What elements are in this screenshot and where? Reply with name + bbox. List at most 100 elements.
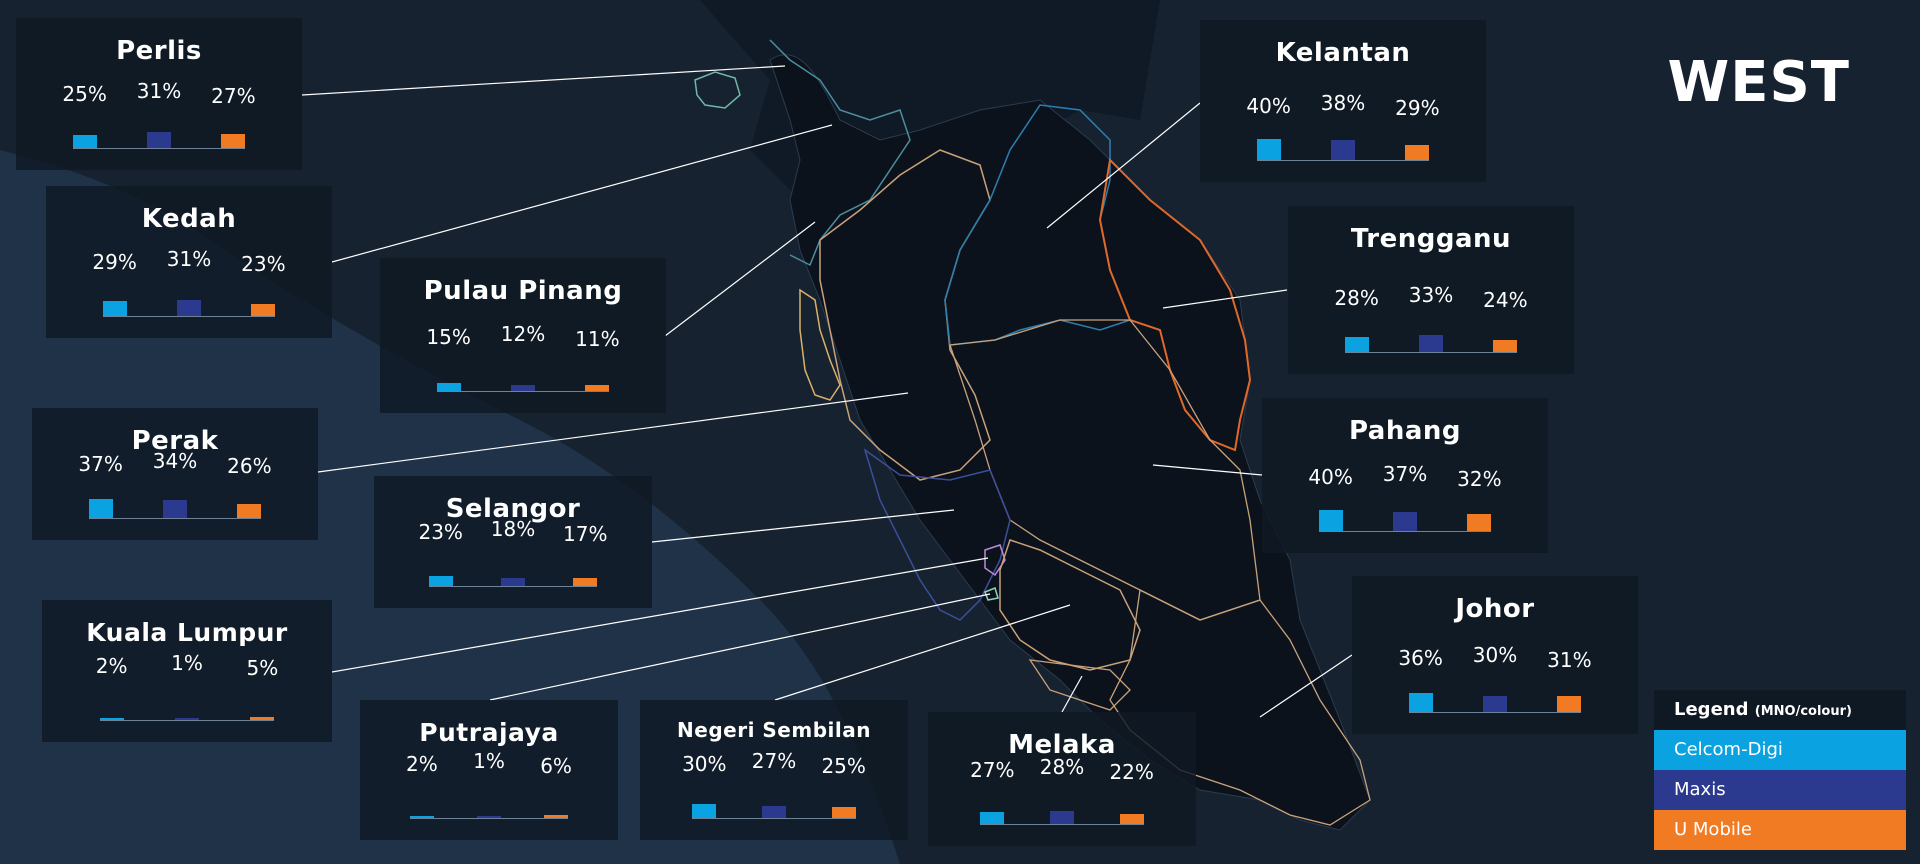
- bar-u-mobile: [1119, 813, 1144, 824]
- pct-label-maxis: 18%: [490, 517, 536, 541]
- state-card-johor: Johor 36% 30% 31%: [1352, 576, 1638, 734]
- legend: Legend (MNO/colour) Celcom-Digi Maxis U …: [1654, 690, 1906, 850]
- state-card-perlis: Perlis 25% 31% 27%: [16, 18, 302, 170]
- leader-line-pahang: [1152, 464, 1263, 476]
- perlis-island-boundary: [694, 71, 741, 109]
- pct-label-celcom-digi: 40%: [1308, 465, 1353, 489]
- legend-title: Legend: [1674, 699, 1749, 720]
- leader-line-johor: [1259, 654, 1353, 718]
- legend-item-u-mobile: U Mobile: [1654, 810, 1906, 850]
- pct-label-u-mobile: 11%: [575, 327, 620, 351]
- bar-u-mobile: [1405, 144, 1430, 160]
- state-card-kedah: Kedah 29% 31% 23%: [46, 186, 332, 338]
- bar-u-mobile: [221, 133, 246, 148]
- state-name: Johor: [1455, 594, 1535, 624]
- bar-celcom-digi: [99, 718, 124, 720]
- bar-u-mobile: [251, 304, 276, 316]
- leader-line-selangor: [651, 509, 955, 543]
- bar-u-mobile: [585, 385, 610, 391]
- pct-label-maxis: 1%: [171, 651, 203, 675]
- pct-label-celcom-digi: 2%: [95, 654, 128, 678]
- leader-line-perlis: [301, 65, 786, 96]
- penang-boundary: [799, 288, 841, 401]
- state-name: Kuala Lumpur: [86, 618, 288, 647]
- bar-celcom-digi: [1344, 337, 1369, 352]
- leader-line-negeri-sembilan: [774, 604, 1071, 701]
- bar-baseline: [1408, 712, 1582, 713]
- leader-line-perak: [317, 392, 909, 473]
- bar-baseline: [99, 720, 275, 721]
- bar-u-mobile: [1467, 514, 1492, 531]
- bar-u-mobile: [544, 815, 569, 818]
- pct-label-celcom-digi: 29%: [92, 250, 137, 274]
- pct-label-celcom-digi: 28%: [1334, 286, 1379, 310]
- state-name: Selangor: [445, 494, 581, 524]
- leader-line-kedah: [331, 124, 833, 263]
- pct-label-maxis: 33%: [1408, 283, 1454, 307]
- bar-maxis: [177, 299, 201, 316]
- state-name: Negeri Sembilan: [677, 718, 871, 742]
- state-name: Pahang: [1348, 416, 1462, 446]
- pct-label-celcom-digi: 15%: [426, 325, 471, 349]
- bar-maxis: [762, 805, 786, 818]
- pct-label-maxis: 34%: [152, 449, 198, 473]
- leader-line-kelantan: [1046, 102, 1201, 229]
- region-title: WEST: [1667, 50, 1850, 115]
- pct-label-celcom-digi: 25%: [62, 82, 107, 106]
- bar-baseline: [1256, 160, 1430, 161]
- pct-label-maxis: 1%: [473, 749, 505, 773]
- putrajaya-boundary: [984, 586, 999, 601]
- bar-baseline: [88, 518, 262, 519]
- terengganu-boundary: [1098, 157, 1252, 452]
- pct-label-maxis: 12%: [500, 322, 546, 346]
- bar-baseline: [428, 586, 598, 587]
- bar-u-mobile: [573, 578, 598, 586]
- pct-label-maxis: 31%: [136, 79, 182, 103]
- bar-baseline: [1318, 531, 1492, 532]
- leader-lines: [301, 65, 1353, 718]
- bar-maxis: [477, 816, 501, 818]
- bar-celcom-digi: [1256, 139, 1281, 160]
- bar-maxis: [147, 131, 171, 148]
- bar-celcom-digi: [88, 498, 113, 518]
- state-card-pulau-pinang: Pulau Pinang 15% 12% 11%: [380, 258, 666, 413]
- bar-celcom-digi: [1318, 510, 1343, 531]
- bar-celcom-digi: [436, 383, 461, 391]
- leader-line-melaka: [1061, 675, 1083, 713]
- bar-maxis: [1331, 140, 1355, 160]
- bar-baseline: [980, 824, 1144, 825]
- pct-label-u-mobile: 29%: [1395, 96, 1440, 120]
- pct-label-u-mobile: 23%: [241, 252, 286, 276]
- legend-header: Legend (MNO/colour): [1654, 690, 1906, 730]
- pct-label-celcom-digi: 36%: [1398, 646, 1443, 670]
- johor-boundary: [1109, 589, 1371, 826]
- pct-label-celcom-digi: 30%: [682, 752, 727, 776]
- bar-celcom-digi: [409, 816, 434, 818]
- bar-baseline: [1344, 352, 1518, 353]
- bar-celcom-digi: [980, 811, 1005, 824]
- pct-label-u-mobile: 31%: [1547, 648, 1592, 672]
- bar-maxis: [163, 500, 187, 518]
- bar-celcom-digi: [428, 575, 453, 586]
- state-card-selangor: Selangor 23% 18% 17%: [374, 476, 652, 608]
- melaka-boundary: [1028, 659, 1131, 711]
- bar-celcom-digi: [72, 135, 97, 148]
- state-card-kuala-lumpur: Kuala Lumpur 2% 1% 5%: [42, 600, 332, 742]
- bar-baseline: [692, 818, 856, 819]
- pct-label-maxis: 31%: [166, 247, 212, 271]
- state-card-pahang: Pahang 40% 37% 32%: [1262, 398, 1548, 553]
- pct-label-u-mobile: 24%: [1483, 288, 1528, 312]
- bar-celcom-digi: [102, 300, 127, 316]
- pct-label-u-mobile: 26%: [227, 454, 272, 478]
- leader-line-kuala-lumpur: [331, 557, 989, 673]
- pct-label-maxis: 37%: [1382, 462, 1428, 486]
- bar-u-mobile: [831, 806, 856, 818]
- pct-label-u-mobile: 32%: [1457, 467, 1502, 491]
- leader-line-pulau-pinang: [664, 221, 816, 337]
- bar-maxis: [175, 718, 199, 720]
- bar-u-mobile: [250, 717, 275, 720]
- bar-maxis: [1483, 696, 1507, 712]
- state-card-negeri-sembilan: Negeri Sembilan 30% 27% 25%: [640, 700, 908, 840]
- pct-label-u-mobile: 25%: [821, 754, 866, 778]
- bar-baseline: [72, 148, 246, 149]
